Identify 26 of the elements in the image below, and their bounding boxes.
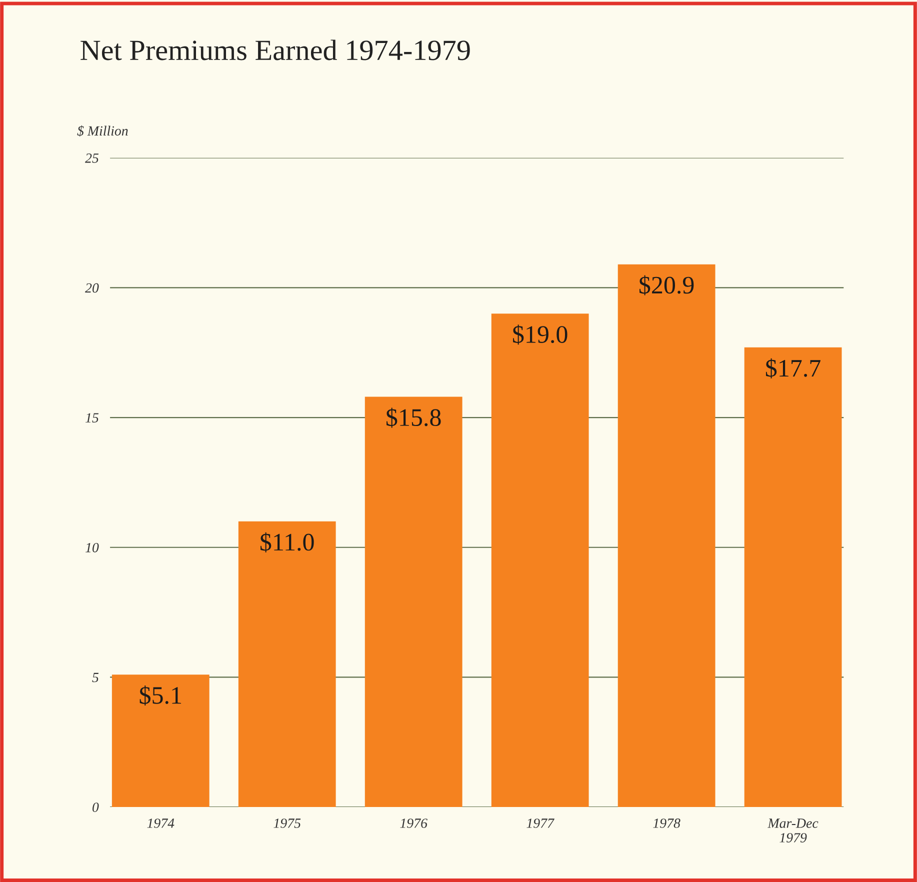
data-label: $11.0	[260, 532, 314, 552]
x-tick-label: 1974	[147, 818, 174, 828]
y-tick-label: 20	[85, 283, 99, 293]
bar	[618, 264, 716, 808]
x-tick-label: 1977	[526, 818, 554, 828]
bar	[238, 521, 336, 808]
y-axis-title: $ Million	[77, 125, 128, 137]
y-tick-label: 25	[85, 154, 99, 163]
y-tick-label: 0	[92, 802, 99, 812]
bar	[744, 347, 842, 808]
x-tick-label: 1975	[274, 818, 301, 828]
data-label: $15.8	[386, 408, 441, 428]
x-tick-label: 1978	[653, 818, 680, 828]
data-label: $20.9	[640, 275, 694, 296]
data-label: $5.1	[140, 686, 182, 706]
y-tick-label: 5	[92, 672, 99, 682]
data-label: $19.0	[513, 324, 568, 345]
bar	[112, 674, 210, 808]
x-tick-label: 1976	[400, 818, 428, 828]
y-tick-label: 10	[86, 542, 99, 552]
bar	[491, 314, 589, 808]
data-label: $17.7	[766, 358, 820, 378]
x-tick-label: Mar-Dec 1979	[768, 818, 818, 842]
chart-title: Net Premiums Earned 1974-1979	[80, 40, 470, 60]
y-tick-label: 15	[86, 413, 99, 422]
bar	[364, 396, 462, 808]
